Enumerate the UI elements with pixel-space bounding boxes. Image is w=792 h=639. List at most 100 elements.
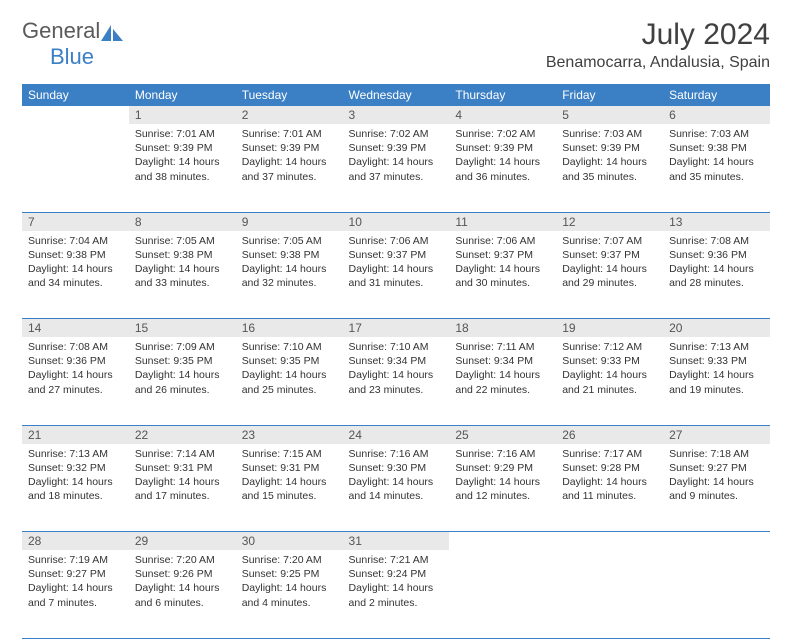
sunrise-line: Sunrise: 7:13 AM xyxy=(28,447,123,461)
daylight-line: Daylight: 14 hours and 30 minutes. xyxy=(455,262,550,290)
sunset-line: Sunset: 9:39 PM xyxy=(455,141,550,155)
day-details: Sunrise: 7:02 AMSunset: 9:39 PMDaylight:… xyxy=(449,124,556,190)
daylight-line: Daylight: 14 hours and 37 minutes. xyxy=(242,155,337,183)
sunrise-line: Sunrise: 7:02 AM xyxy=(455,127,550,141)
sunrise-line: Sunrise: 7:10 AM xyxy=(242,340,337,354)
daylight-line: Daylight: 14 hours and 32 minutes. xyxy=(242,262,337,290)
sunrise-line: Sunrise: 7:03 AM xyxy=(669,127,764,141)
day-cell: Sunrise: 7:17 AMSunset: 9:28 PMDaylight:… xyxy=(556,444,663,532)
sunset-line: Sunset: 9:31 PM xyxy=(135,461,230,475)
day-cell: Sunrise: 7:12 AMSunset: 9:33 PMDaylight:… xyxy=(556,337,663,425)
weekday-header: Wednesday xyxy=(343,84,450,106)
day-cell: Sunrise: 7:02 AMSunset: 9:39 PMDaylight:… xyxy=(343,124,450,212)
sunrise-line: Sunrise: 7:14 AM xyxy=(135,447,230,461)
sunset-line: Sunset: 9:30 PM xyxy=(349,461,444,475)
sunset-line: Sunset: 9:26 PM xyxy=(135,567,230,581)
weekday-header-row: SundayMondayTuesdayWednesdayThursdayFrid… xyxy=(22,84,770,106)
day-number-row: 28293031 xyxy=(22,532,770,551)
day-content-row: Sunrise: 7:04 AMSunset: 9:38 PMDaylight:… xyxy=(22,231,770,319)
day-number: 3 xyxy=(343,106,450,124)
daylight-line: Daylight: 14 hours and 31 minutes. xyxy=(349,262,444,290)
daylight-line: Daylight: 14 hours and 2 minutes. xyxy=(349,581,444,609)
day-cell: Sunrise: 7:03 AMSunset: 9:38 PMDaylight:… xyxy=(663,124,770,212)
sunrise-line: Sunrise: 7:17 AM xyxy=(562,447,657,461)
daylight-line: Daylight: 14 hours and 9 minutes. xyxy=(669,475,764,503)
weekday-header: Tuesday xyxy=(236,84,343,106)
daylight-line: Daylight: 14 hours and 33 minutes. xyxy=(135,262,230,290)
sunrise-line: Sunrise: 7:05 AM xyxy=(242,234,337,248)
sunrise-line: Sunrise: 7:10 AM xyxy=(349,340,444,354)
sunset-line: Sunset: 9:33 PM xyxy=(562,354,657,368)
sunset-line: Sunset: 9:34 PM xyxy=(349,354,444,368)
sunset-line: Sunset: 9:38 PM xyxy=(242,248,337,262)
day-number: 13 xyxy=(663,213,770,231)
day-content-row: Sunrise: 7:01 AMSunset: 9:39 PMDaylight:… xyxy=(22,124,770,212)
sunset-line: Sunset: 9:34 PM xyxy=(455,354,550,368)
day-details: Sunrise: 7:17 AMSunset: 9:28 PMDaylight:… xyxy=(556,444,663,510)
day-cell: Sunrise: 7:15 AMSunset: 9:31 PMDaylight:… xyxy=(236,444,343,532)
location: Benamocarra, Andalusia, Spain xyxy=(546,54,770,72)
day-cell: Sunrise: 7:18 AMSunset: 9:27 PMDaylight:… xyxy=(663,444,770,532)
day-cell xyxy=(663,550,770,638)
day-content-row: Sunrise: 7:08 AMSunset: 9:36 PMDaylight:… xyxy=(22,337,770,425)
sunset-line: Sunset: 9:29 PM xyxy=(455,461,550,475)
calendar-table: SundayMondayTuesdayWednesdayThursdayFrid… xyxy=(22,84,770,639)
day-cell: Sunrise: 7:20 AMSunset: 9:26 PMDaylight:… xyxy=(129,550,236,638)
sunset-line: Sunset: 9:25 PM xyxy=(242,567,337,581)
day-cell: Sunrise: 7:19 AMSunset: 9:27 PMDaylight:… xyxy=(22,550,129,638)
daylight-line: Daylight: 14 hours and 7 minutes. xyxy=(28,581,123,609)
daylight-line: Daylight: 14 hours and 12 minutes. xyxy=(455,475,550,503)
sunrise-line: Sunrise: 7:13 AM xyxy=(669,340,764,354)
day-cell xyxy=(556,550,663,638)
daylight-line: Daylight: 14 hours and 15 minutes. xyxy=(242,475,337,503)
day-cell: Sunrise: 7:09 AMSunset: 9:35 PMDaylight:… xyxy=(129,337,236,425)
sunset-line: Sunset: 9:37 PM xyxy=(562,248,657,262)
day-cell: Sunrise: 7:06 AMSunset: 9:37 PMDaylight:… xyxy=(343,231,450,319)
day-number: 1 xyxy=(129,106,236,124)
daylight-line: Daylight: 14 hours and 14 minutes. xyxy=(349,475,444,503)
daylight-line: Daylight: 14 hours and 36 minutes. xyxy=(455,155,550,183)
header: General Blue July 2024 Benamocarra, Anda… xyxy=(22,18,770,72)
title-block: July 2024 Benamocarra, Andalusia, Spain xyxy=(546,18,770,72)
day-details: Sunrise: 7:20 AMSunset: 9:25 PMDaylight:… xyxy=(236,550,343,616)
day-number: 25 xyxy=(449,426,556,444)
day-details: Sunrise: 7:03 AMSunset: 9:38 PMDaylight:… xyxy=(663,124,770,190)
day-number: 19 xyxy=(556,319,663,337)
day-number-row: 78910111213 xyxy=(22,212,770,231)
day-number: 2 xyxy=(236,106,343,124)
day-cell: Sunrise: 7:01 AMSunset: 9:39 PMDaylight:… xyxy=(129,124,236,212)
day-number: 7 xyxy=(22,213,129,231)
day-number: 15 xyxy=(129,319,236,337)
day-details: Sunrise: 7:10 AMSunset: 9:35 PMDaylight:… xyxy=(236,337,343,403)
day-cell: Sunrise: 7:02 AMSunset: 9:39 PMDaylight:… xyxy=(449,124,556,212)
day-details: Sunrise: 7:13 AMSunset: 9:32 PMDaylight:… xyxy=(22,444,129,510)
day-cell xyxy=(449,550,556,638)
day-details: Sunrise: 7:15 AMSunset: 9:31 PMDaylight:… xyxy=(236,444,343,510)
daylight-line: Daylight: 14 hours and 37 minutes. xyxy=(349,155,444,183)
day-number: 4 xyxy=(449,106,556,124)
day-cell: Sunrise: 7:05 AMSunset: 9:38 PMDaylight:… xyxy=(236,231,343,319)
day-number: 23 xyxy=(236,426,343,444)
sunset-line: Sunset: 9:36 PM xyxy=(28,354,123,368)
sunset-line: Sunset: 9:37 PM xyxy=(349,248,444,262)
day-cell: Sunrise: 7:10 AMSunset: 9:34 PMDaylight:… xyxy=(343,337,450,425)
day-cell: Sunrise: 7:05 AMSunset: 9:38 PMDaylight:… xyxy=(129,231,236,319)
day-number xyxy=(449,532,556,550)
day-number: 22 xyxy=(129,426,236,444)
daylight-line: Daylight: 14 hours and 18 minutes. xyxy=(28,475,123,503)
weekday-header: Monday xyxy=(129,84,236,106)
sunset-line: Sunset: 9:39 PM xyxy=(349,141,444,155)
day-number: 27 xyxy=(663,426,770,444)
daylight-line: Daylight: 14 hours and 28 minutes. xyxy=(669,262,764,290)
day-details: Sunrise: 7:05 AMSunset: 9:38 PMDaylight:… xyxy=(236,231,343,297)
day-number: 5 xyxy=(556,106,663,124)
day-content-row: Sunrise: 7:19 AMSunset: 9:27 PMDaylight:… xyxy=(22,550,770,638)
day-content-row: Sunrise: 7:13 AMSunset: 9:32 PMDaylight:… xyxy=(22,444,770,532)
daylight-line: Daylight: 14 hours and 6 minutes. xyxy=(135,581,230,609)
day-cell: Sunrise: 7:01 AMSunset: 9:39 PMDaylight:… xyxy=(236,124,343,212)
day-number: 6 xyxy=(663,106,770,124)
sunrise-line: Sunrise: 7:20 AM xyxy=(242,553,337,567)
daylight-line: Daylight: 14 hours and 26 minutes. xyxy=(135,368,230,396)
logo-text-blue: Blue xyxy=(22,44,94,69)
day-details: Sunrise: 7:16 AMSunset: 9:30 PMDaylight:… xyxy=(343,444,450,510)
